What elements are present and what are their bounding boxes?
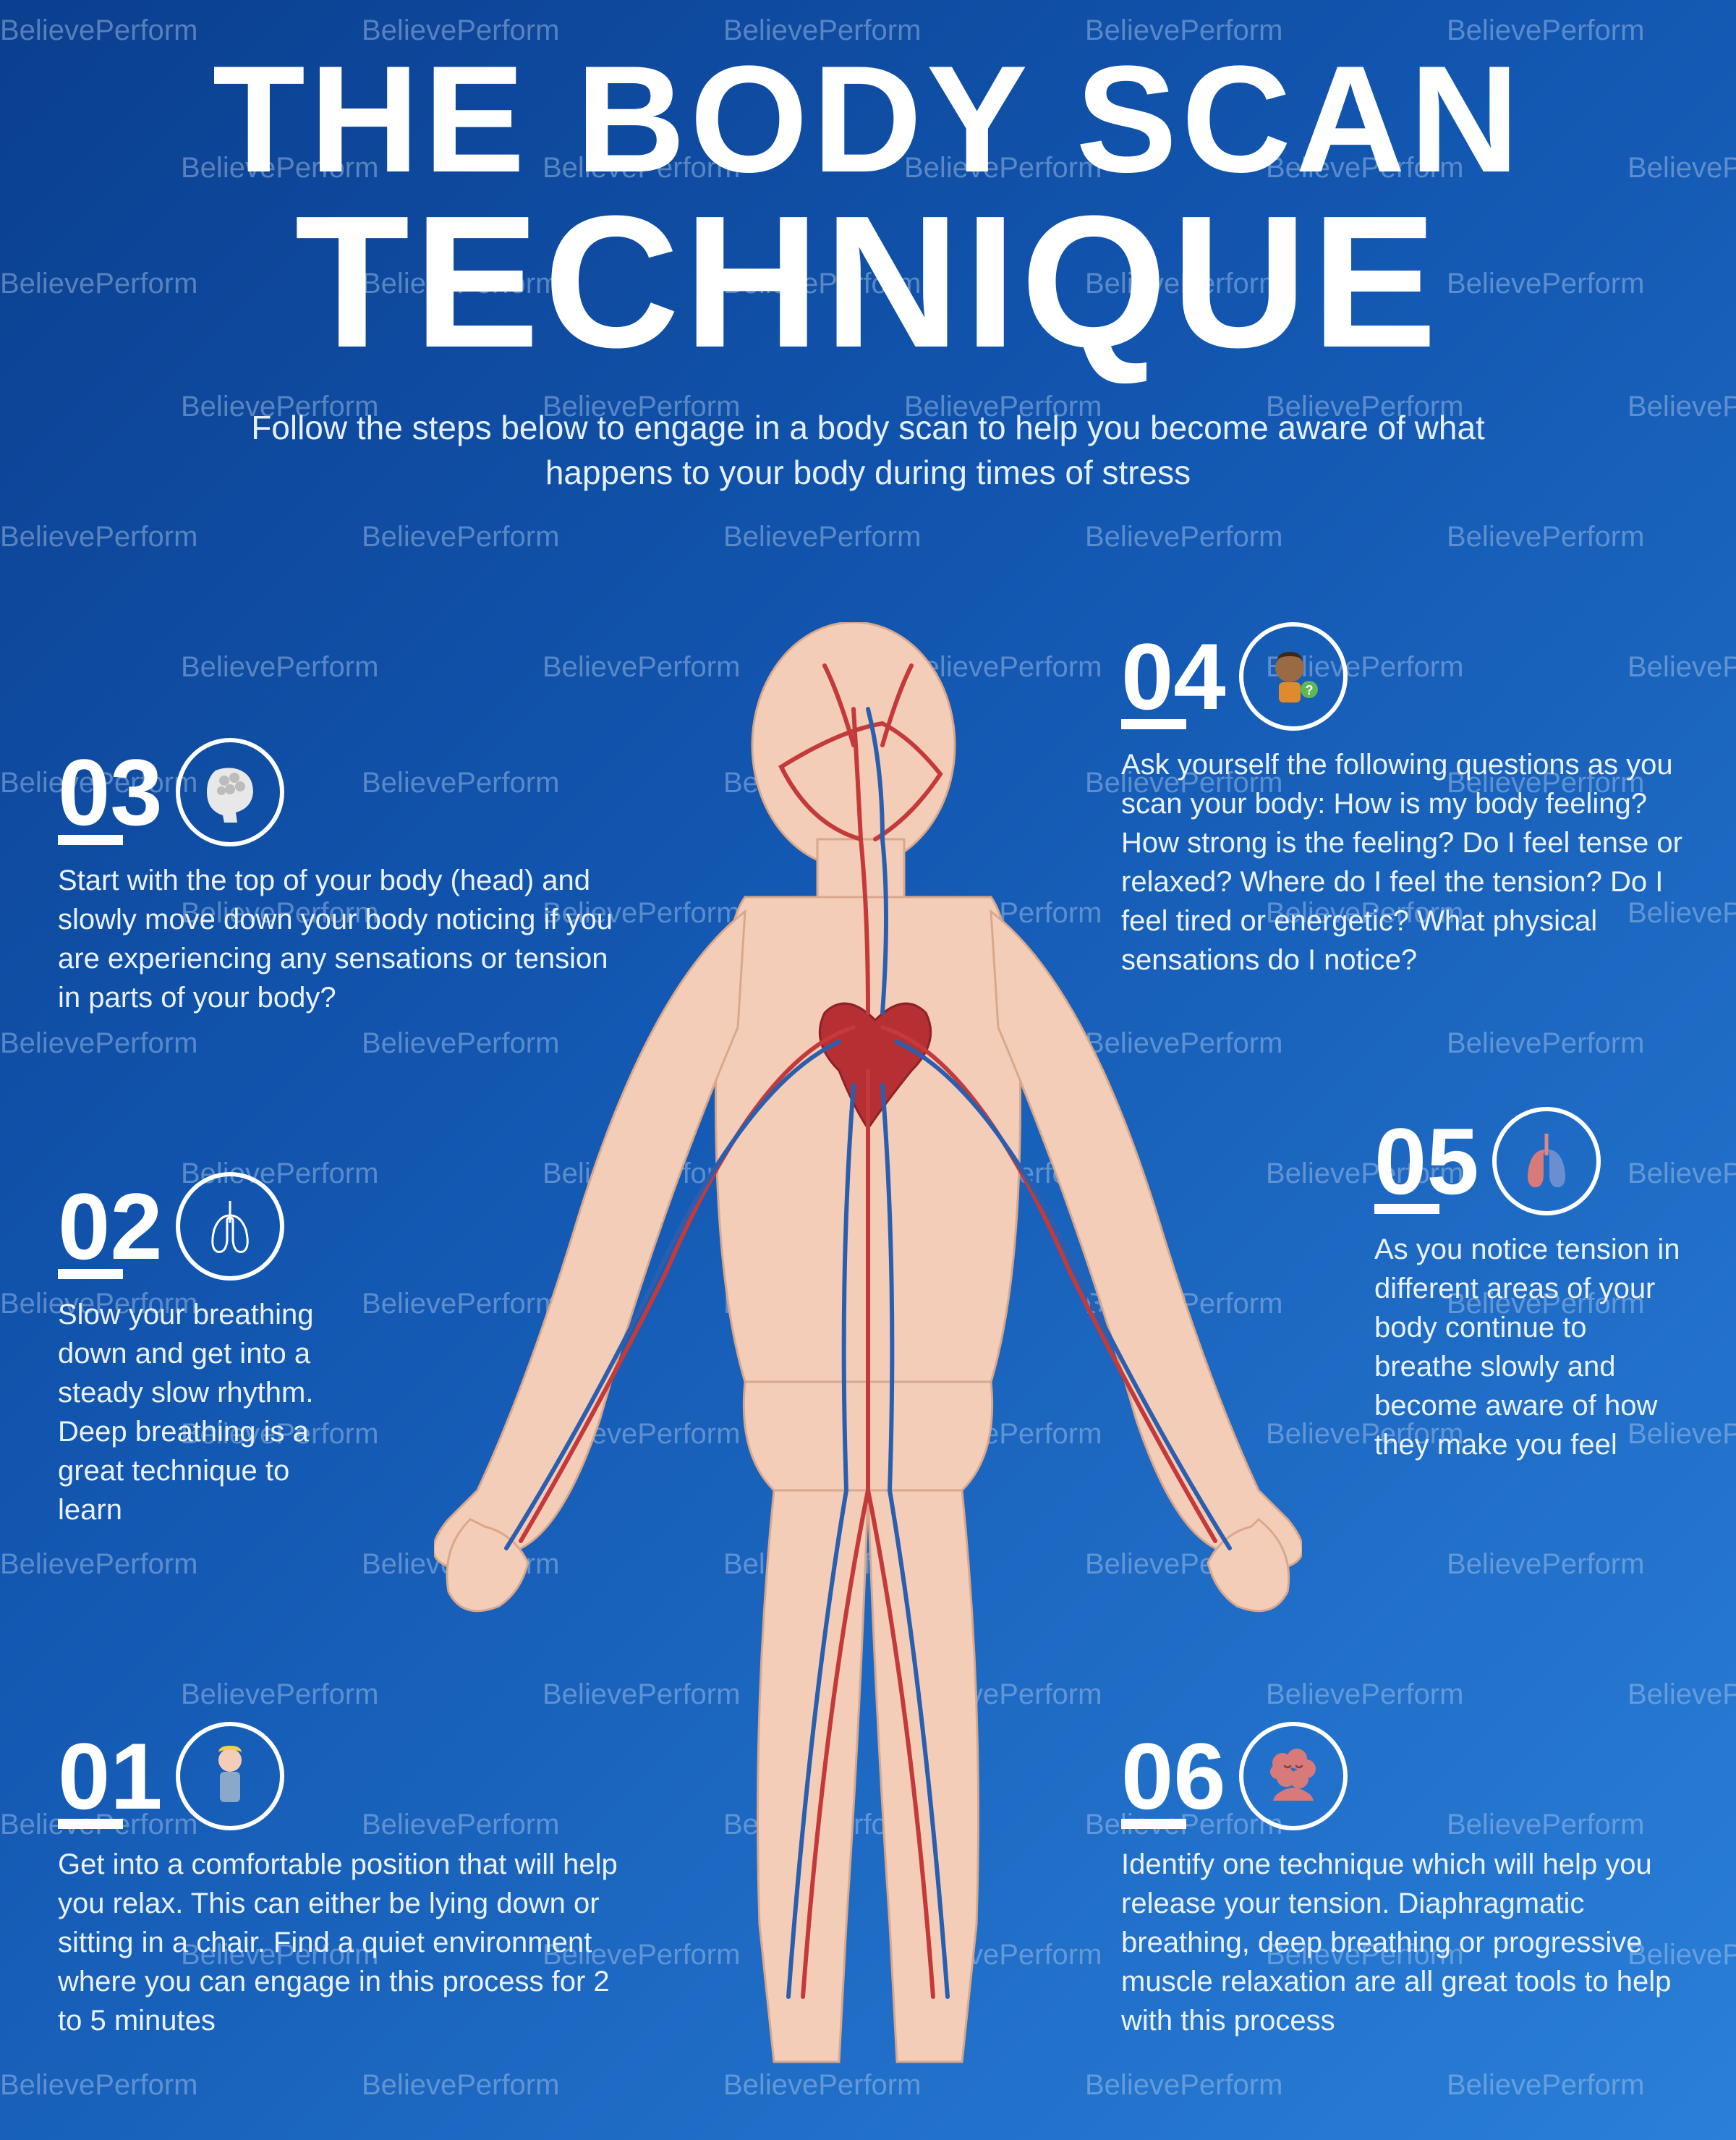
step-number: 02	[58, 1184, 163, 1269]
step-text: Start with the top of your body (head) a…	[58, 861, 622, 1017]
step-head: 03	[58, 738, 622, 846]
step-06: 06 Identify one technique which will hel…	[1121, 1722, 1700, 2040]
step-number: 05	[1374, 1119, 1479, 1204]
title-line-1: THE BODY SCAN	[0, 43, 1736, 195]
step-number: 04	[1121, 634, 1226, 719]
lungs-icon	[176, 1172, 284, 1281]
step-head: 05	[1374, 1107, 1693, 1215]
title-line-2: TECHNIQUE	[0, 188, 1736, 376]
person-thinking-icon: ?	[1239, 622, 1348, 731]
step-text: Get into a comfortable position that wil…	[58, 1845, 622, 2040]
person-sitting-icon	[176, 1722, 284, 1830]
step-number: 01	[58, 1734, 163, 1819]
step-head: 04 ?	[1121, 622, 1700, 731]
header: THE BODY SCAN TECHNIQUE Follow the steps…	[0, 0, 1736, 495]
step-head: 01	[58, 1722, 622, 1830]
step-04: 04 ? Ask yourself the following question…	[1121, 622, 1700, 980]
lungs-color-icon	[1492, 1107, 1601, 1215]
step-02: 02 Slow your breathing down and get into…	[58, 1172, 347, 1529]
step-03: 03 Start with the top of your body (head…	[58, 738, 622, 1017]
step-text: Slow your breathing down and get into a …	[58, 1295, 347, 1529]
step-number: 06	[1121, 1734, 1226, 1819]
step-head: 02	[58, 1172, 347, 1281]
step-head: 06	[1121, 1722, 1700, 1830]
step-text: Identify one technique which will help y…	[1121, 1845, 1700, 2040]
subtitle: Follow the steps below to engage in a bo…	[217, 405, 1519, 495]
step-05: 05 As you notice tension in different ar…	[1374, 1107, 1693, 1464]
svg-text:?: ?	[1305, 683, 1313, 697]
step-text: Ask yourself the following questions as …	[1121, 745, 1700, 980]
meditation-brain-icon	[1239, 1722, 1348, 1830]
step-01: 01 Get into a comfortable position that …	[58, 1722, 622, 2040]
brain-head-icon	[176, 738, 284, 846]
step-text: As you notice tension in different areas…	[1374, 1230, 1693, 1464]
step-number: 03	[58, 750, 163, 835]
